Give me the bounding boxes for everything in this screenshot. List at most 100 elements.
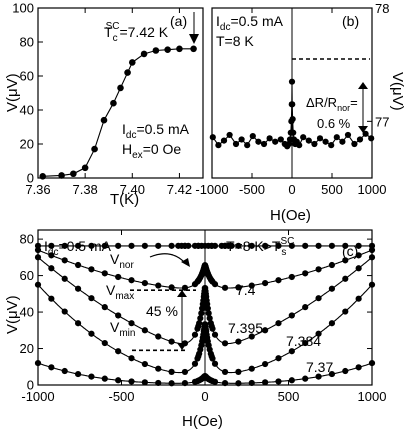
panel-c-point	[328, 261, 336, 269]
y-tick-label: 40	[20, 305, 34, 320]
panel-b-point	[220, 137, 228, 144]
panel-b-point	[339, 138, 346, 145]
panel-c-pct-arrow	[177, 290, 187, 350]
panel-c-point	[342, 242, 349, 249]
panel-c-point	[328, 242, 336, 249]
panel-c-point	[181, 380, 189, 387]
panel-b-point	[255, 138, 262, 145]
panel-b-points	[209, 78, 375, 150]
panel-a-point	[164, 46, 171, 53]
panel-c-point	[88, 373, 95, 380]
panel-c-point	[355, 265, 362, 272]
panel-c-point	[168, 284, 175, 291]
panel-a-point	[190, 45, 197, 53]
panel-b-point	[277, 136, 284, 143]
panel-c-point	[355, 252, 362, 259]
panel-c-point	[128, 320, 135, 327]
panel-a-xlabel: T(K)	[110, 191, 139, 208]
y-tick-label: 80	[20, 232, 34, 247]
panel-b-dr-value: 0.6 %	[317, 116, 351, 131]
panel-c-point	[315, 295, 322, 302]
panel-a-idc-annotation: Idc=0.5 mA	[122, 121, 190, 141]
panel-c-point	[262, 242, 269, 249]
panel-c-point	[74, 320, 82, 327]
panel-b-dr-annotation: ΔR/Rnor=	[306, 95, 358, 113]
panel-c-point	[115, 348, 122, 355]
panel-c-point	[248, 365, 255, 372]
panel-c-label: (c)	[342, 243, 358, 259]
panel-c-point	[262, 280, 269, 287]
y-tick-label: 60	[20, 268, 34, 283]
panel-b-point	[333, 134, 340, 141]
panel-a-point	[140, 50, 148, 58]
panel-c-point	[355, 242, 362, 249]
x-tick-label: 0	[201, 389, 208, 404]
panel-c-point	[74, 285, 82, 292]
panel-c-point	[209, 355, 216, 362]
panel-c-point	[368, 281, 376, 288]
panel-b-ylabel: V(μV)	[389, 72, 406, 111]
panel-c: -1000 -500 0 500 1000 0 20 40 60 80 (c) Idc=0.5 m…	[4, 229, 387, 430]
panel-c-point	[302, 270, 309, 277]
x-tick-label: 1000	[358, 182, 387, 197]
panel-c-point	[302, 339, 309, 347]
panel-c-point	[168, 368, 175, 375]
panel-c-point	[191, 360, 199, 367]
panel-c-point	[101, 242, 108, 249]
panel-c-point	[198, 310, 205, 317]
panel-c-point	[196, 320, 203, 327]
panel-c-point	[221, 340, 229, 347]
panel-c-point	[88, 266, 95, 273]
y-tick-label: 0	[27, 171, 34, 186]
panel-c-pct-annotation: 45 %	[146, 303, 178, 319]
panel-b-point	[238, 136, 245, 143]
panel-c-point	[355, 295, 362, 302]
panel-c-label-7-4: 7.4	[236, 282, 256, 298]
panel-c-point	[61, 308, 68, 315]
panel-c-point	[368, 246, 376, 254]
x-tick-label: 1000	[358, 389, 387, 404]
panel-c-point	[342, 257, 349, 264]
panel-c-point	[248, 379, 255, 387]
panel-c-point	[275, 378, 282, 385]
panel-c-temp-annotation: T=8 K>TSC s	[226, 236, 294, 258]
panel-c-point	[155, 282, 162, 289]
panel-c-point	[205, 310, 212, 317]
panel-c-point	[221, 380, 229, 387]
panel-c-point	[101, 375, 108, 382]
panel-b-point	[249, 132, 256, 140]
panel-c-points	[34, 242, 376, 387]
panel-b-point	[226, 131, 233, 139]
x-tick-label: 500	[321, 182, 343, 197]
panel-c-point	[275, 277, 282, 284]
panel-c-ylabel: V(μV)	[4, 295, 21, 334]
y-tick-label: 20	[20, 137, 34, 152]
panel-c-point	[185, 242, 192, 249]
panel-b-point	[356, 136, 364, 143]
panel-a-point	[81, 164, 89, 172]
panel-c-point	[315, 266, 322, 273]
panel-c-point	[191, 331, 199, 338]
panel-b-point	[266, 135, 273, 142]
panel-c-point	[315, 242, 322, 249]
panel-a-point	[58, 172, 65, 179]
panel-c-point	[155, 242, 162, 249]
panel-c-point	[342, 367, 349, 375]
x-tick-label: -500	[108, 389, 134, 404]
x-tick-label: -1000	[195, 182, 228, 197]
panel-c-point	[74, 261, 82, 269]
x-tick-label: -500	[239, 182, 265, 197]
panel-c-point	[34, 246, 42, 254]
panel-c-point	[235, 284, 242, 291]
panel-c-point	[115, 312, 122, 319]
panel-b-point	[209, 134, 216, 141]
panel-c-label-7-37: 7.37	[306, 359, 333, 375]
panel-c-point	[48, 252, 55, 259]
panel-c-point	[141, 280, 148, 287]
panel-a-point	[117, 84, 124, 92]
panel-b-ticks: -1000 -500 0 500 1000 77 78	[195, 1, 389, 197]
panel-b-point	[351, 140, 358, 148]
panel-c-point	[74, 370, 82, 378]
panel-c-point	[88, 295, 95, 302]
